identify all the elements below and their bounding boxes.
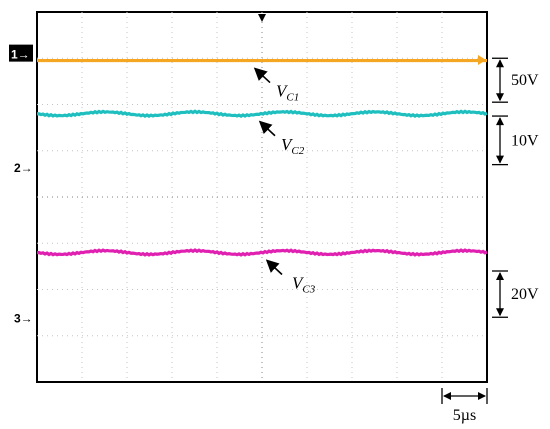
channel-marker-1: 1→ <box>9 44 33 62</box>
channel-marker-2: 2→ <box>14 161 33 175</box>
trace-label-arrow <box>258 120 276 137</box>
channel-markers: 1→ 2→ 3→ <box>9 44 33 325</box>
scale-10V: 10V <box>492 115 539 166</box>
scale-indicators: 50V 10V 20V <box>492 57 539 318</box>
scale-20V: 20V <box>492 270 539 318</box>
channel-marker-3: 3→ <box>14 311 33 325</box>
trace-labels: VC1 VC2 VC3 <box>253 67 316 296</box>
trace-c3 <box>36 248 488 257</box>
scale-label: 50V <box>511 72 539 89</box>
trace-label-arrow <box>265 259 283 276</box>
trace-c2 <box>36 109 488 119</box>
trace-label: VC2 <box>281 135 305 157</box>
svg-text:2→: 2→ <box>14 161 33 175</box>
grid <box>37 12 487 382</box>
trigger-marker <box>258 14 266 22</box>
scale-50V: 50V <box>492 57 539 103</box>
scale-label: 10V <box>511 132 539 149</box>
svg-text:3→: 3→ <box>14 311 33 325</box>
trace-label: VC1 <box>276 82 299 104</box>
time-scale-indicator: 5µs <box>441 388 488 424</box>
trace-label: VC3 <box>292 274 316 296</box>
time-scale-label: 5µs <box>453 407 476 424</box>
scale-label: 20V <box>511 286 539 303</box>
trace-label-arrow <box>253 67 271 84</box>
trigger-level-marker <box>478 55 486 65</box>
traces <box>36 58 488 257</box>
svg-text:1→: 1→ <box>11 48 30 62</box>
